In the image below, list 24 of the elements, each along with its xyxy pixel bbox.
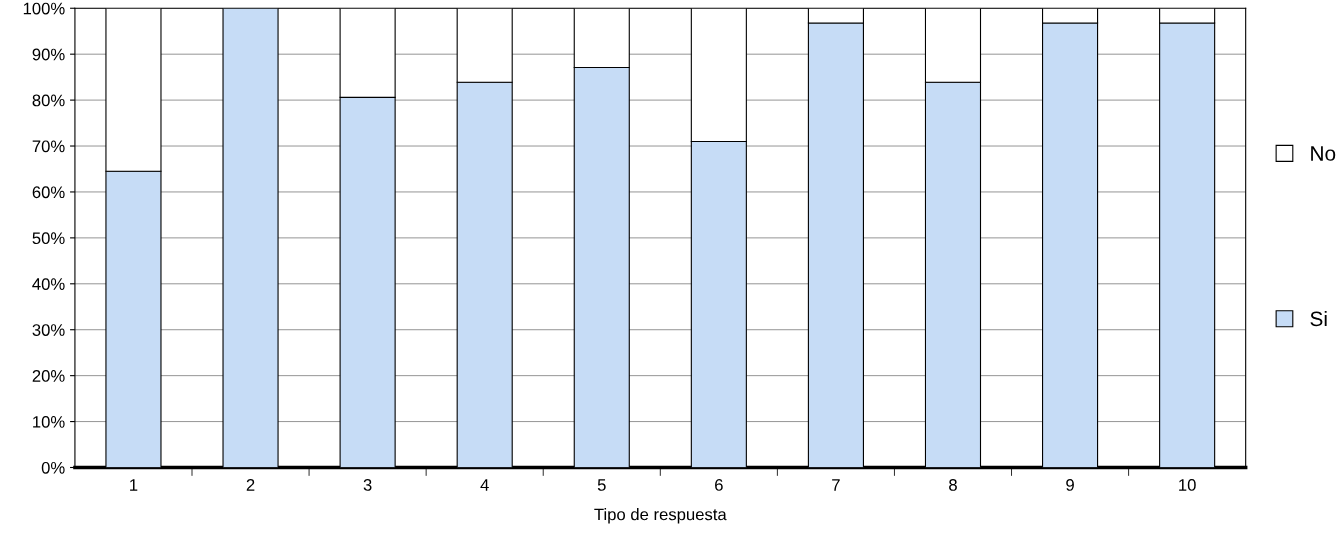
x-tick-label: 2 <box>246 479 255 491</box>
y-tick-label: 10% <box>33 415 65 428</box>
legend-label: No <box>1311 146 1336 161</box>
x-tick-label: 1 <box>130 479 138 491</box>
x-tick-label: 5 <box>597 479 606 491</box>
y-tick-label: 0% <box>41 461 65 474</box>
y-tick-label: 80% <box>32 94 65 107</box>
y-tick-label: 50% <box>32 232 65 245</box>
x-tick-label: 6 <box>715 479 723 491</box>
x-tick-label: 4 <box>480 479 489 491</box>
y-tick-label: 20% <box>32 370 65 382</box>
y-tick-label: 60% <box>32 186 65 199</box>
y-tick-label: 70% <box>32 140 65 153</box>
x-tick-label: 3 <box>363 479 372 491</box>
x-tick-label: 10 <box>1179 479 1196 491</box>
y-tick-label: 40% <box>32 278 65 290</box>
y-tick-label: 30% <box>32 324 65 336</box>
x-axis-title: Tipo de respuesta <box>594 508 727 524</box>
y-tick-label: 100% <box>23 2 65 15</box>
x-tick-label: 8 <box>949 479 957 491</box>
x-tick-label: 9 <box>1066 479 1074 491</box>
x-tick-label: 7 <box>832 479 840 491</box>
y-tick-label: 90% <box>32 48 65 61</box>
legend-label: Si <box>1310 310 1327 327</box>
